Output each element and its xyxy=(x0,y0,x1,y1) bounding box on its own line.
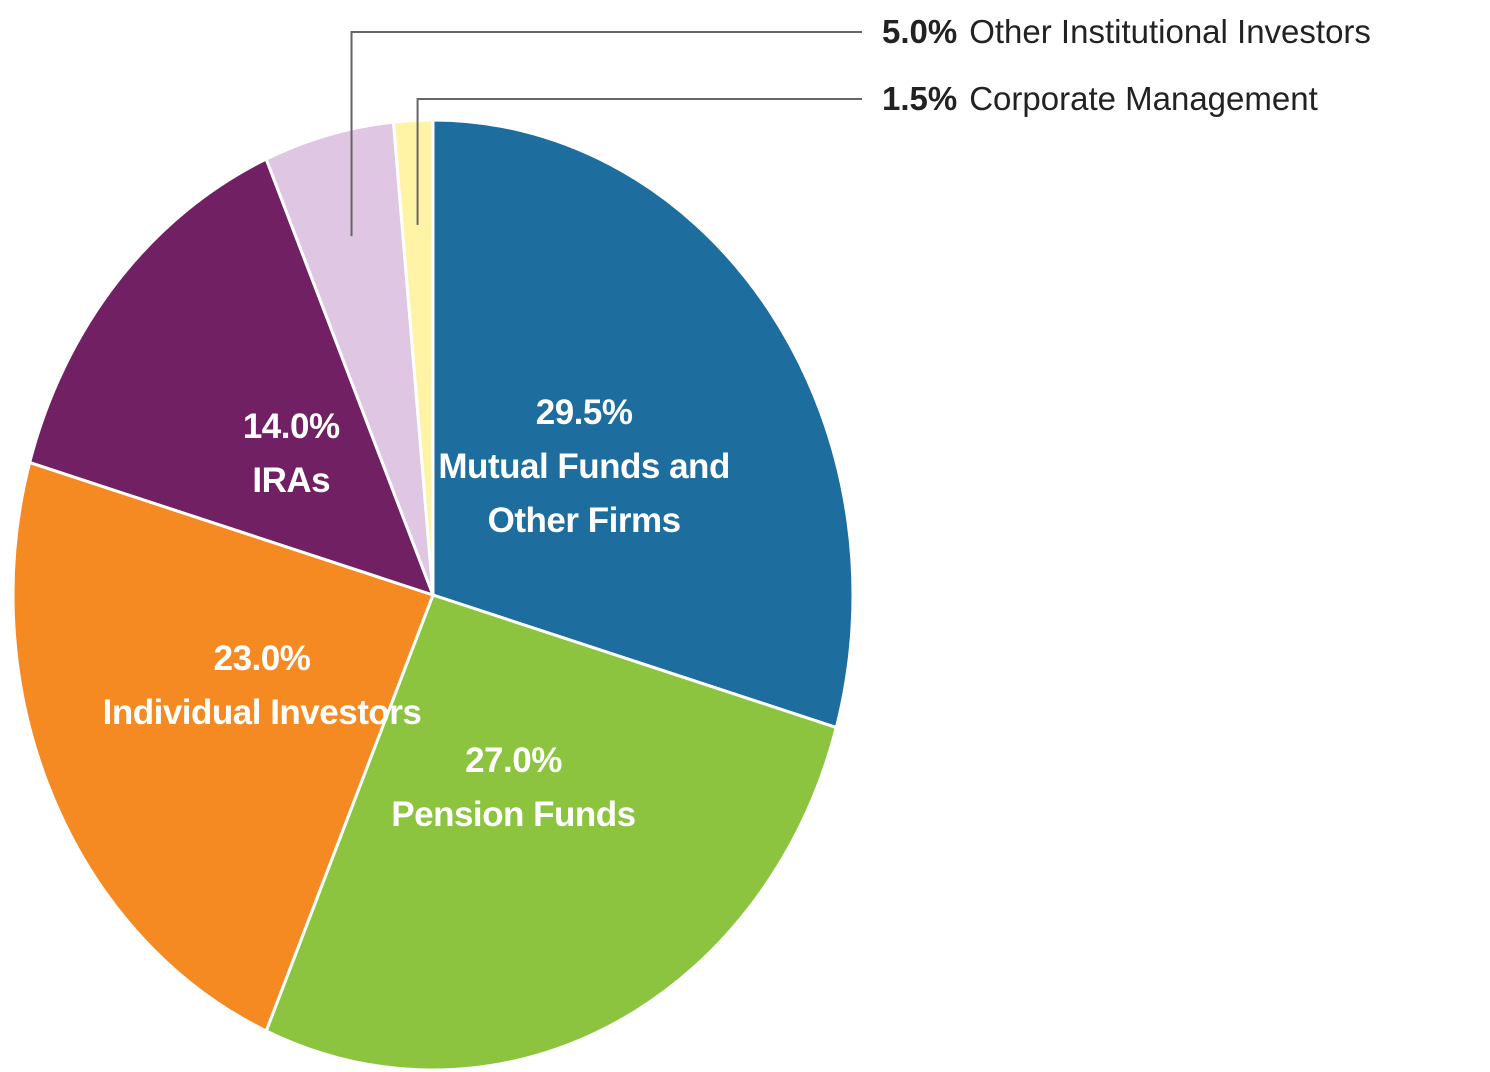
slice-name: Mutual Funds and Other Firms xyxy=(438,446,730,540)
leader-line xyxy=(350,31,862,237)
slice-value: 14.0% xyxy=(242,406,340,446)
pie-slice xyxy=(391,118,435,596)
slice-label: 29.5% Mutual Funds and Other Firms xyxy=(424,386,744,548)
pie-slice xyxy=(431,118,855,730)
pie-slice xyxy=(264,120,435,596)
slice-label: 14.0% IRAs xyxy=(131,400,451,508)
pie-slice xyxy=(11,460,435,1033)
slice-name: Corporate Management xyxy=(969,80,1318,117)
slice-name: Individual Investors xyxy=(102,693,422,732)
outside-label: 1.5% Corporate Management xyxy=(882,80,1318,118)
slice-value: 27.0% xyxy=(465,741,562,781)
slice-value: 23.0% xyxy=(213,639,311,678)
leader-line xyxy=(416,98,862,225)
slice-name: Pension Funds xyxy=(391,795,636,835)
pie-slice xyxy=(27,156,436,598)
slice-name: Other Institutional Investors xyxy=(969,13,1371,50)
outside-label: 5.0% Other Institutional Investors xyxy=(882,13,1371,51)
slice-label: 23.0% Individual Investors xyxy=(102,632,422,740)
slice-value: 5.0% xyxy=(882,13,958,50)
slice-value: 29.5% xyxy=(535,392,633,432)
slice-value: 1.5% xyxy=(882,80,958,117)
slice-name: IRAs xyxy=(252,460,331,500)
pie-slice xyxy=(264,593,839,1072)
slice-label: 27.0% Pension Funds xyxy=(353,734,673,842)
